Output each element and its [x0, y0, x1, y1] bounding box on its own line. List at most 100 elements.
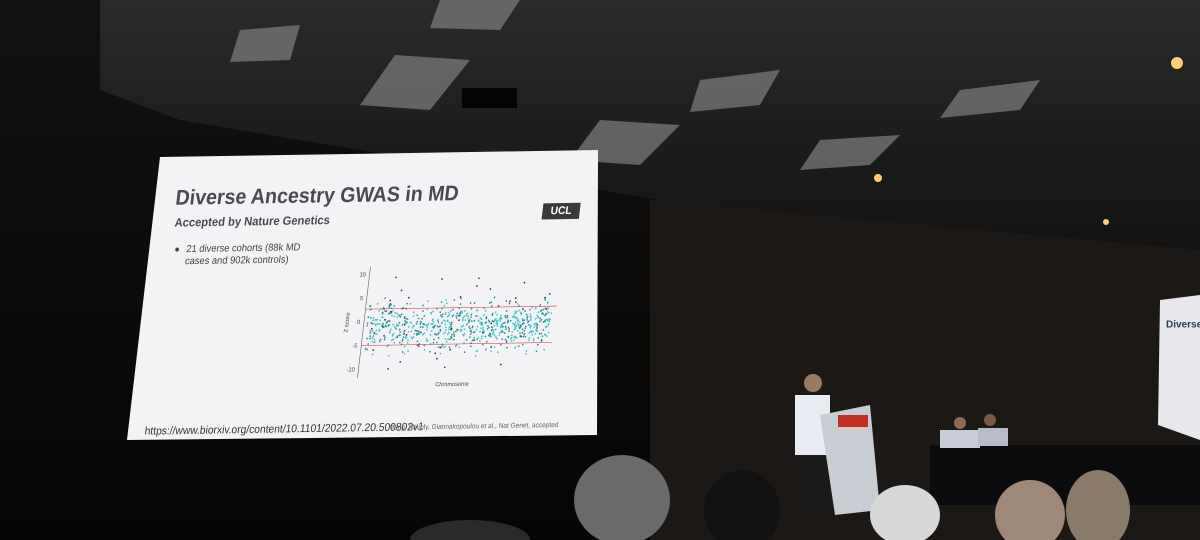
plot-dot — [427, 300, 429, 303]
plot-dot — [378, 322, 381, 325]
plot-dot — [539, 304, 542, 306]
plot-dot — [508, 328, 511, 330]
plot-dot — [456, 343, 458, 346]
plot-dot — [455, 345, 457, 347]
plot-dot — [423, 344, 426, 347]
plot-dot — [411, 337, 414, 340]
plot-dot — [516, 330, 519, 332]
plot-dot — [547, 311, 550, 314]
plot-dot — [468, 320, 470, 322]
plot-dot — [388, 320, 391, 322]
plot-dot — [471, 320, 473, 323]
plot-dot — [482, 327, 485, 329]
plot-dot — [396, 312, 398, 315]
plot-dot — [440, 301, 443, 304]
plot-dot — [434, 352, 437, 355]
plot-dot — [535, 329, 537, 331]
plot-dot — [510, 336, 513, 339]
plot-dot — [431, 319, 434, 321]
plot-dot — [500, 314, 503, 317]
plot-dot — [382, 306, 385, 309]
plot-dot — [490, 350, 492, 353]
plot-dot — [382, 325, 385, 328]
plot-dot — [522, 319, 524, 322]
plot-dot — [514, 337, 517, 339]
plot-dot — [517, 318, 520, 321]
plot-dot — [404, 320, 406, 323]
plot-dot — [373, 322, 375, 325]
plot-dot — [381, 325, 383, 328]
plot-dot — [426, 308, 429, 311]
plot-dot — [413, 325, 415, 327]
plot-dot — [505, 340, 508, 343]
plot-dot — [488, 321, 491, 323]
plot-dot — [501, 331, 504, 333]
plot-dot — [509, 320, 512, 322]
plot-dot — [480, 327, 482, 330]
plot-dot — [369, 337, 371, 340]
plot-dot — [500, 363, 502, 366]
plot-dot — [544, 307, 547, 310]
plot-dot — [530, 324, 532, 327]
plot-dot — [503, 332, 506, 335]
plot-dot — [403, 333, 405, 335]
plot-dot — [401, 351, 404, 353]
projection-screen — [127, 150, 598, 440]
plot-dot — [470, 345, 472, 348]
plot-dot — [393, 315, 396, 318]
plot-dot — [402, 336, 405, 339]
plot-dot — [466, 312, 469, 315]
plot-dot — [376, 302, 379, 305]
plot-dot — [496, 337, 498, 340]
plot-dot — [525, 313, 528, 316]
plot-dot — [517, 323, 520, 326]
plot-dot — [415, 330, 418, 332]
plot-dot — [375, 319, 378, 321]
plot-dot — [509, 300, 511, 303]
plot-dot — [524, 335, 527, 338]
plot-dot — [393, 341, 396, 344]
plot-dot — [470, 316, 472, 319]
plot-dot — [480, 337, 483, 340]
plot-dot — [440, 315, 443, 318]
plot-dot — [448, 311, 450, 314]
plot-dot — [438, 326, 440, 328]
plot-dot — [514, 310, 516, 313]
plot-dot — [446, 320, 449, 323]
plot-dot — [453, 298, 456, 301]
plot-dot — [437, 333, 439, 336]
plot-dot — [413, 311, 415, 314]
plot-dot — [461, 311, 463, 313]
plot-dot — [402, 338, 404, 341]
plot-dot — [515, 301, 517, 304]
plot-dot — [513, 313, 516, 316]
plot-dot — [459, 295, 462, 298]
plot-dot — [476, 338, 479, 341]
plot-dot — [445, 298, 447, 301]
audience — [410, 455, 1130, 540]
plot-dot — [524, 325, 527, 328]
plot-dot — [480, 318, 483, 321]
plot-dot — [520, 325, 523, 328]
plot-dot — [499, 343, 502, 346]
plot-dot — [496, 325, 499, 328]
plot-dot — [374, 332, 377, 335]
plot-dot — [453, 333, 455, 336]
plot-dot — [536, 343, 539, 346]
plot-dot — [373, 341, 375, 344]
plot-dot — [441, 321, 443, 324]
plot-dot — [494, 328, 497, 331]
plot-dot — [521, 328, 524, 331]
plot-dot — [467, 315, 469, 318]
plot-dot — [543, 333, 546, 336]
plot-dot — [388, 306, 391, 309]
plot-dot — [370, 316, 372, 319]
plot-dot — [467, 317, 469, 320]
logo: UCL — [550, 205, 573, 218]
plot-dot — [463, 351, 466, 354]
plot-dot — [518, 325, 520, 328]
plot-dot — [521, 343, 524, 346]
plot-dot — [446, 302, 448, 305]
plot-dot — [430, 311, 433, 314]
plot-dot — [490, 305, 493, 307]
